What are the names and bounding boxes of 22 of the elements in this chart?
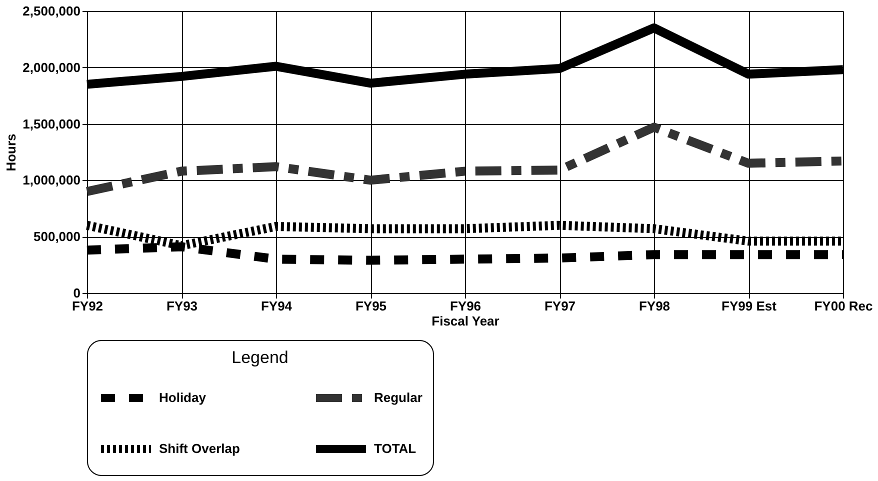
x-tick-label: FY98 [638, 298, 670, 314]
y-tick-label: 2,500,000 [22, 4, 80, 18]
y-tick-label: 0 [73, 286, 80, 300]
x-tick-label: FY00 Rec [814, 298, 873, 314]
legend-title: Legend [232, 348, 288, 367]
y-tick-label: 1,500,000 [22, 116, 80, 132]
x-tick-label: FY96 [450, 298, 482, 314]
y-tick-label: 1,000,000 [22, 172, 80, 188]
y-axis-title: Hours [4, 134, 19, 172]
y-tick-label: 500,000 [34, 229, 80, 244]
legend-label: Holiday [159, 390, 207, 405]
x-tick-label: FY93 [166, 298, 198, 314]
legend-label: TOTAL [374, 441, 416, 456]
x-tick-label: FY97 [544, 298, 576, 314]
y-tick-label: 2,000,000 [22, 60, 80, 75]
x-tick-label: FY99 Est [722, 298, 778, 314]
x-tick-label: FY94 [260, 298, 293, 314]
legend-label: Regular [374, 390, 422, 405]
x-axis-title: Fiscal Year [432, 314, 500, 328]
legend-label: Shift Overlap [159, 441, 240, 456]
x-tick-label: FY92 [72, 298, 104, 314]
x-tick-label: FY95 [355, 298, 387, 314]
